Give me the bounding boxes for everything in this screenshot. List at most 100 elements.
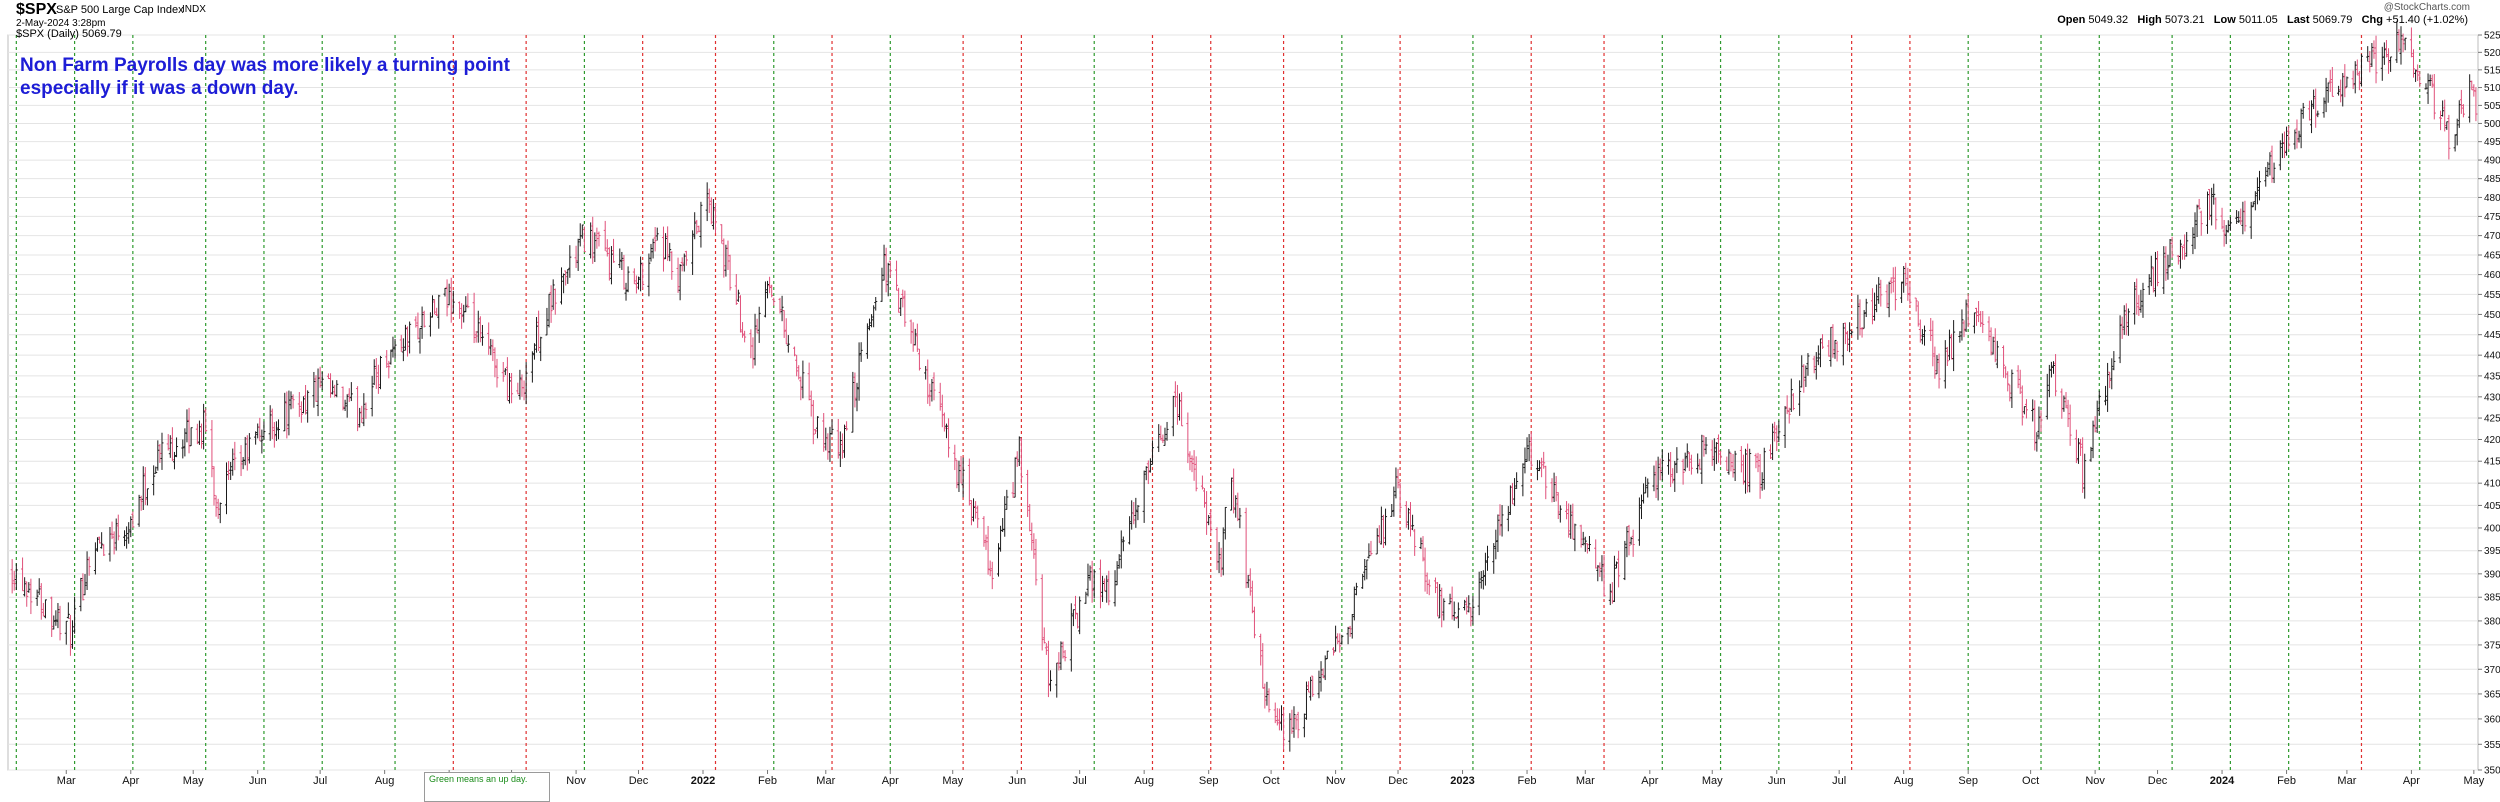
y-tick-label: 3750 bbox=[2484, 640, 2500, 651]
ohlc-bar bbox=[1148, 458, 1152, 473]
ohlc-bar bbox=[1063, 650, 1067, 662]
ohlc-bar bbox=[21, 557, 25, 592]
ohlc-bar bbox=[1292, 706, 1296, 738]
ohlc-bar bbox=[1340, 634, 1344, 645]
ohlc-bar bbox=[882, 244, 886, 281]
ohlc-bar bbox=[1960, 309, 1964, 341]
ohlc-bar bbox=[114, 518, 118, 551]
x-tick-label: Nov bbox=[566, 775, 586, 787]
ohlc-bar bbox=[58, 605, 62, 641]
ohlc-bar bbox=[2214, 197, 2218, 230]
ohlc-bar bbox=[1900, 281, 1904, 303]
ohlc-bar bbox=[2054, 354, 2058, 397]
ohlc-bar bbox=[2033, 400, 2037, 451]
ohlc-bar bbox=[2418, 71, 2422, 88]
ohlc-bar bbox=[2401, 33, 2405, 53]
ohlc-bar bbox=[35, 589, 39, 606]
ohlc-bar bbox=[297, 392, 301, 417]
ohlc-bar bbox=[2018, 369, 2022, 394]
ohlc-bar bbox=[1802, 364, 1806, 393]
ohlc-bar bbox=[607, 247, 611, 281]
ohlc-bar bbox=[510, 373, 514, 404]
ohlc-bar bbox=[551, 279, 555, 310]
ohlc-bar bbox=[2024, 399, 2028, 419]
ohlc-bar bbox=[1267, 688, 1271, 713]
ohlc-bar bbox=[1843, 322, 1847, 345]
y-tick-label: 5000 bbox=[2484, 119, 2500, 130]
ohlc-bar bbox=[2416, 64, 2420, 81]
ohlc-bar bbox=[753, 313, 757, 366]
ohlc-bar bbox=[1348, 625, 1352, 637]
ohlc-bar bbox=[699, 201, 703, 248]
ohlc-bar bbox=[697, 225, 701, 233]
ohlc-bar bbox=[406, 326, 410, 357]
ohlc-bar bbox=[1173, 381, 1177, 408]
ohlc-bar bbox=[1159, 425, 1163, 441]
ohlc-bar bbox=[917, 348, 921, 371]
ohlc-bar bbox=[1958, 331, 1962, 343]
ohlc-bar bbox=[736, 289, 740, 302]
ohlc-bar bbox=[430, 295, 434, 318]
ohlc-bar bbox=[957, 460, 961, 492]
ohlc-bar bbox=[1627, 524, 1631, 556]
last-value: 5069.79 bbox=[2312, 14, 2353, 26]
ohlc-bar bbox=[2133, 281, 2137, 325]
ohlc-bar bbox=[913, 328, 917, 346]
ohlc-bar bbox=[2208, 188, 2212, 221]
ohlc-bar bbox=[1442, 598, 1446, 621]
ohlc-bar bbox=[2316, 110, 2320, 118]
ohlc-bar bbox=[2008, 384, 2012, 402]
ohlc-bar bbox=[376, 364, 380, 394]
y-tick-label: 4850 bbox=[2484, 174, 2500, 185]
ohlc-bar bbox=[593, 232, 597, 263]
ohlc-bar bbox=[1769, 444, 1773, 459]
ohlc-bar bbox=[857, 342, 861, 401]
ohlc-bar bbox=[1115, 561, 1119, 586]
ohlc-bar bbox=[1361, 573, 1365, 589]
x-tick-label: Dec bbox=[2148, 775, 2168, 787]
ohlc-bar bbox=[2122, 305, 2126, 335]
ohlc-bar bbox=[532, 343, 536, 360]
ohlc-bar bbox=[214, 495, 218, 517]
ohlc-bar bbox=[932, 372, 936, 401]
ohlc-bar bbox=[695, 219, 699, 235]
ohlc-bar bbox=[1180, 392, 1184, 427]
ohlc-bar bbox=[476, 310, 480, 343]
ohlc-bar bbox=[1762, 447, 1766, 490]
ohlc-bar bbox=[1059, 641, 1063, 671]
ohlc-bar bbox=[2178, 239, 2182, 269]
ohlc-bar bbox=[462, 304, 466, 323]
ohlc-bar bbox=[399, 334, 403, 352]
ohlc-bar bbox=[1623, 540, 1627, 581]
ohlc-bar bbox=[2395, 20, 2399, 63]
y-tick-label: 5250 bbox=[2484, 31, 2500, 42]
ohlc-bar bbox=[66, 602, 70, 619]
ohlc-bar bbox=[872, 305, 876, 328]
ohlc-bar bbox=[2168, 239, 2172, 267]
ohlc-bar bbox=[1128, 516, 1132, 545]
ohlc-bar bbox=[1282, 709, 1286, 750]
ohlc-bar bbox=[2389, 56, 2393, 72]
ohlc-bar bbox=[387, 360, 391, 379]
y-tick-label: 4450 bbox=[2484, 330, 2500, 341]
ohlc-bar bbox=[1827, 340, 1831, 357]
ohlc-bar bbox=[1922, 325, 1926, 346]
ohlc-bar bbox=[624, 282, 628, 301]
ohlc-bar bbox=[2031, 399, 2035, 422]
ohlc-bar bbox=[1558, 505, 1562, 523]
ohlc-bar bbox=[301, 396, 305, 414]
ohlc-bar bbox=[2212, 183, 2216, 205]
ohlc-bar bbox=[1987, 316, 1991, 342]
ohlc-bar bbox=[953, 444, 957, 471]
ohlc-bar bbox=[2235, 210, 2239, 224]
ohlc-bar bbox=[1433, 577, 1437, 594]
x-tick-label: Sep bbox=[1958, 775, 1978, 787]
ohlc-bar bbox=[2205, 191, 2209, 234]
ohlc-bar bbox=[389, 349, 393, 365]
ohlc-bar bbox=[1090, 560, 1094, 603]
ohlc-bar bbox=[1521, 463, 1525, 497]
ohlc-bar bbox=[1071, 609, 1075, 627]
ohlc-bar bbox=[1119, 530, 1123, 569]
ohlc-bar bbox=[1914, 297, 1918, 312]
ohlc-bar bbox=[1413, 529, 1417, 556]
